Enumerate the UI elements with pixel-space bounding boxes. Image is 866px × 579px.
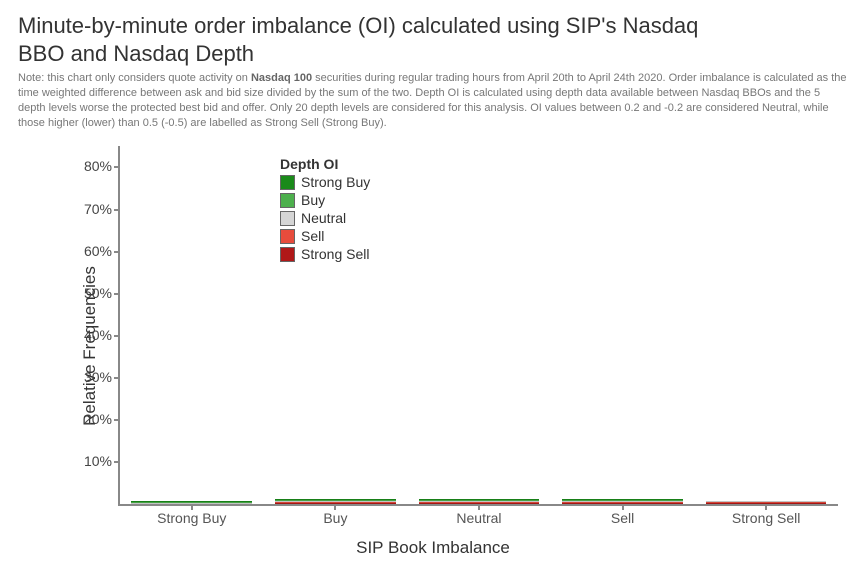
legend: Depth OI Strong Buy Buy Neutral Sell Strong …	[280, 156, 370, 264]
chart-area: Relative Frequencies Depth OI Strong Buy…	[18, 136, 848, 556]
note-bold: Nasdaq 100	[251, 72, 312, 84]
legend-swatch	[280, 175, 295, 190]
bar-slot: Sell	[551, 146, 695, 504]
chart-title: Minute-by-minute order imbalance (OI) ca…	[18, 12, 848, 67]
bar-slot: Strong Sell	[694, 146, 838, 504]
legend-label: Neutral	[301, 210, 346, 226]
legend-swatch	[280, 229, 295, 244]
legend-label: Strong Sell	[301, 246, 369, 262]
x-axis-label: SIP Book Imbalance	[18, 538, 848, 558]
legend-label: Sell	[301, 228, 324, 244]
legend-swatch	[280, 193, 295, 208]
x-tick-label: Buy	[264, 510, 408, 526]
y-tick-label: 80%	[74, 158, 112, 174]
legend-label: Buy	[301, 192, 325, 208]
title-line-1: Minute-by-minute order imbalance (OI) ca…	[18, 13, 698, 38]
legend-swatch	[280, 211, 295, 226]
x-tick-label: Strong Buy	[120, 510, 264, 526]
y-tick-label: 60%	[74, 243, 112, 259]
legend-item: Strong Buy	[280, 174, 370, 190]
title-line-2: BBO and Nasdaq Depth	[18, 41, 254, 66]
legend-item: Buy	[280, 192, 370, 208]
y-tick-label: 70%	[74, 201, 112, 217]
note-prefix: Note: this chart only considers quote ac…	[18, 72, 251, 84]
bar-slot: Strong Buy	[120, 146, 264, 504]
legend-item: Strong Sell	[280, 246, 370, 262]
y-tick-label: 40%	[74, 327, 112, 343]
bar-slot: Neutral	[407, 146, 551, 504]
y-tick-label: 30%	[74, 369, 112, 385]
plot-region: Depth OI Strong BuyBuyNeutralSellStrong …	[118, 146, 838, 506]
legend-item: Neutral	[280, 210, 370, 226]
y-tick-label: 20%	[74, 411, 112, 427]
chart-note: Note: this chart only considers quote ac…	[18, 71, 848, 130]
x-tick-label: Strong Sell	[694, 510, 838, 526]
legend-title: Depth OI	[280, 156, 370, 172]
x-tick-label: Neutral	[407, 510, 551, 526]
bars-container: Strong BuyBuyNeutralSellStrong Sell	[120, 146, 838, 504]
legend-swatch	[280, 247, 295, 262]
y-tick-label: 50%	[74, 285, 112, 301]
legend-item: Sell	[280, 228, 370, 244]
x-tick-label: Sell	[551, 510, 695, 526]
y-tick-label: 10%	[74, 453, 112, 469]
legend-label: Strong Buy	[301, 174, 370, 190]
